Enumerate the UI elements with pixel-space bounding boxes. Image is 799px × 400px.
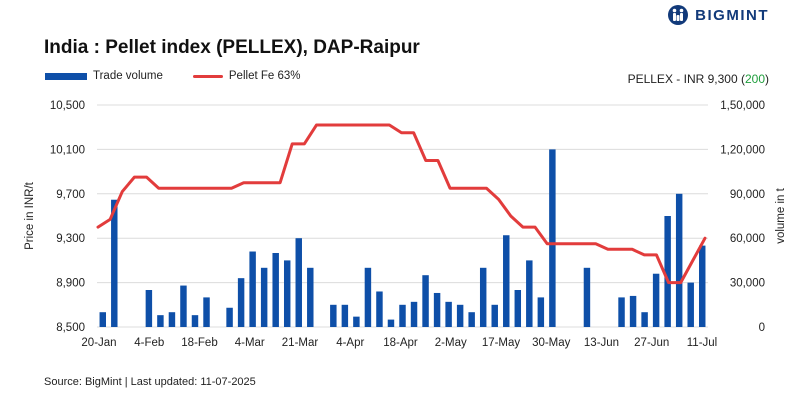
y-left-tick-label: 10,500 bbox=[50, 100, 85, 112]
volume-bar bbox=[687, 282, 694, 327]
volume-bar bbox=[641, 312, 648, 327]
y-right-tick-label: 1,20,000 bbox=[720, 144, 765, 156]
volume-bar bbox=[353, 316, 360, 327]
grid-lines bbox=[97, 104, 708, 328]
volume-bar bbox=[410, 301, 418, 327]
volume-bar bbox=[664, 216, 671, 327]
legend-label-pellet-fe: Pellet Fe 63% bbox=[228, 70, 301, 82]
x-tick-label: 11-Jul bbox=[687, 337, 717, 349]
volume-bar bbox=[629, 295, 637, 327]
volume-bar bbox=[283, 260, 291, 327]
volume-bar bbox=[203, 297, 210, 327]
x-tick-label: 13-Jun bbox=[584, 337, 619, 349]
axis-labels: 8,500 8,900 9,300 9,700 10,100 10,500 0 30,000 6… bbox=[24, 100, 787, 349]
volume-bar bbox=[652, 273, 660, 327]
volume-bar bbox=[583, 267, 591, 327]
x-tick-label: 20-Jan bbox=[81, 337, 116, 349]
legend-swatch-bar bbox=[45, 72, 87, 80]
volume-bar bbox=[376, 291, 383, 327]
volume-bar bbox=[145, 290, 153, 327]
volume-bar bbox=[307, 267, 314, 327]
x-tick-label: 21-Mar bbox=[282, 337, 319, 349]
volume-bar bbox=[514, 290, 522, 327]
volume-bar bbox=[526, 260, 533, 327]
volume-bar bbox=[503, 235, 510, 327]
x-tick-label: 18-Feb bbox=[181, 337, 217, 349]
x-tick-label: 30-May bbox=[532, 337, 571, 349]
y-right-tick-label: 30,000 bbox=[730, 278, 765, 290]
x-tick-label: 4-Apr bbox=[336, 337, 364, 349]
x-tick-label: 4-Mar bbox=[235, 337, 265, 349]
bigmint-logo-icon bbox=[668, 5, 689, 25]
y-left-tick-label: 8,500 bbox=[56, 322, 85, 334]
volume-bar bbox=[456, 304, 464, 327]
bar-series bbox=[99, 149, 706, 327]
y-right-tick-label: 90,000 bbox=[730, 189, 765, 201]
x-tick-label: 2-May bbox=[435, 337, 467, 349]
volume-bar bbox=[237, 278, 245, 327]
y-left-tick-label: 9,300 bbox=[56, 233, 85, 245]
pellex-readout: PELLEX - INR 9,300 (200) bbox=[628, 72, 769, 86]
legend-item-trade-volume: Trade volume bbox=[45, 70, 163, 82]
legend-item-pellet-fe: Pellet Fe 63% bbox=[192, 70, 301, 82]
readout-change: 200 bbox=[744, 72, 765, 86]
x-tick-label: 4-Feb bbox=[134, 337, 164, 349]
volume-bar bbox=[168, 312, 176, 327]
volume-bar bbox=[675, 193, 683, 327]
volume-bar bbox=[422, 275, 429, 327]
volume-bar bbox=[111, 199, 118, 327]
x-tick-label: 17-May bbox=[482, 337, 521, 349]
volume-bar bbox=[99, 312, 106, 327]
brand: BIGMINT bbox=[667, 4, 769, 26]
price-line bbox=[96, 123, 707, 285]
volume-bar bbox=[445, 301, 452, 327]
volume-bar bbox=[191, 315, 199, 327]
volume-bar bbox=[399, 304, 406, 327]
readout-prefix: PELLEX - INR 9,300 ( bbox=[627, 72, 745, 86]
volume-bar bbox=[537, 297, 545, 327]
y-left-tick-label: 9,700 bbox=[56, 189, 85, 201]
volume-bar bbox=[249, 251, 256, 327]
y-right-axis-title: volume in t bbox=[775, 187, 787, 243]
y-left-tick-label: 8,900 bbox=[56, 278, 85, 290]
chart-legend: Trade volume Pellet Fe 63% bbox=[45, 70, 331, 82]
volume-bar bbox=[387, 319, 395, 327]
volume-bar bbox=[479, 267, 487, 327]
brand-name: BIGMINT bbox=[695, 6, 769, 24]
y-left-axis-title: Price in INR/t bbox=[24, 181, 36, 250]
volume-bar bbox=[272, 253, 279, 327]
legend-swatch-line bbox=[192, 74, 223, 78]
volume-bar bbox=[157, 315, 164, 327]
volume-bar bbox=[330, 304, 337, 327]
volume-bar bbox=[618, 297, 625, 327]
readout-suffix: ) bbox=[765, 72, 769, 86]
volume-bar bbox=[364, 267, 372, 327]
y-right-tick-label: 60,000 bbox=[730, 233, 765, 245]
chart-title: India : Pellet index (PELLEX), DAP-Raipu… bbox=[44, 37, 420, 58]
volume-bar bbox=[549, 149, 556, 327]
source-note: Source: BigMint | Last updated: 11-07-20… bbox=[44, 376, 256, 388]
volume-bar bbox=[226, 307, 233, 327]
volume-bar bbox=[295, 238, 302, 327]
y-right-tick-label: 0 bbox=[759, 322, 765, 334]
volume-bar bbox=[491, 304, 498, 327]
legend-label-trade-volume: Trade volume bbox=[93, 70, 163, 82]
line-series bbox=[96, 123, 707, 285]
y-right-tick-label: 1,50,000 bbox=[720, 100, 765, 112]
volume-bar bbox=[699, 245, 706, 327]
volume-bar bbox=[433, 292, 441, 327]
x-tick-label: 18-Apr bbox=[383, 337, 418, 349]
x-tick-label: 27-Jun bbox=[634, 337, 669, 349]
volume-bar bbox=[468, 312, 475, 327]
volume-bar bbox=[341, 304, 349, 327]
y-left-tick-label: 10,100 bbox=[50, 144, 85, 156]
volume-bar bbox=[260, 267, 268, 327]
volume-bar bbox=[180, 285, 187, 327]
